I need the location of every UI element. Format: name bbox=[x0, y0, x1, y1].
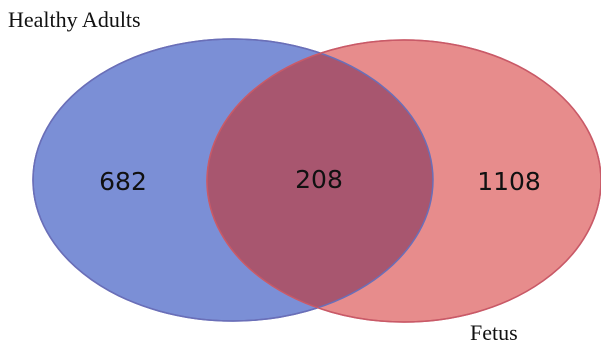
intersection-count: 208 bbox=[295, 165, 343, 194]
fetus-label: Fetus bbox=[470, 320, 518, 345]
healthy-adults-label: Healthy Adults bbox=[8, 7, 141, 32]
healthy-adults-outline bbox=[32, 38, 434, 322]
fetus-outline bbox=[206, 39, 601, 323]
right-only-count: 1108 bbox=[477, 167, 541, 196]
intersection-region bbox=[207, 40, 433, 321]
left-only-count: 682 bbox=[99, 167, 147, 196]
